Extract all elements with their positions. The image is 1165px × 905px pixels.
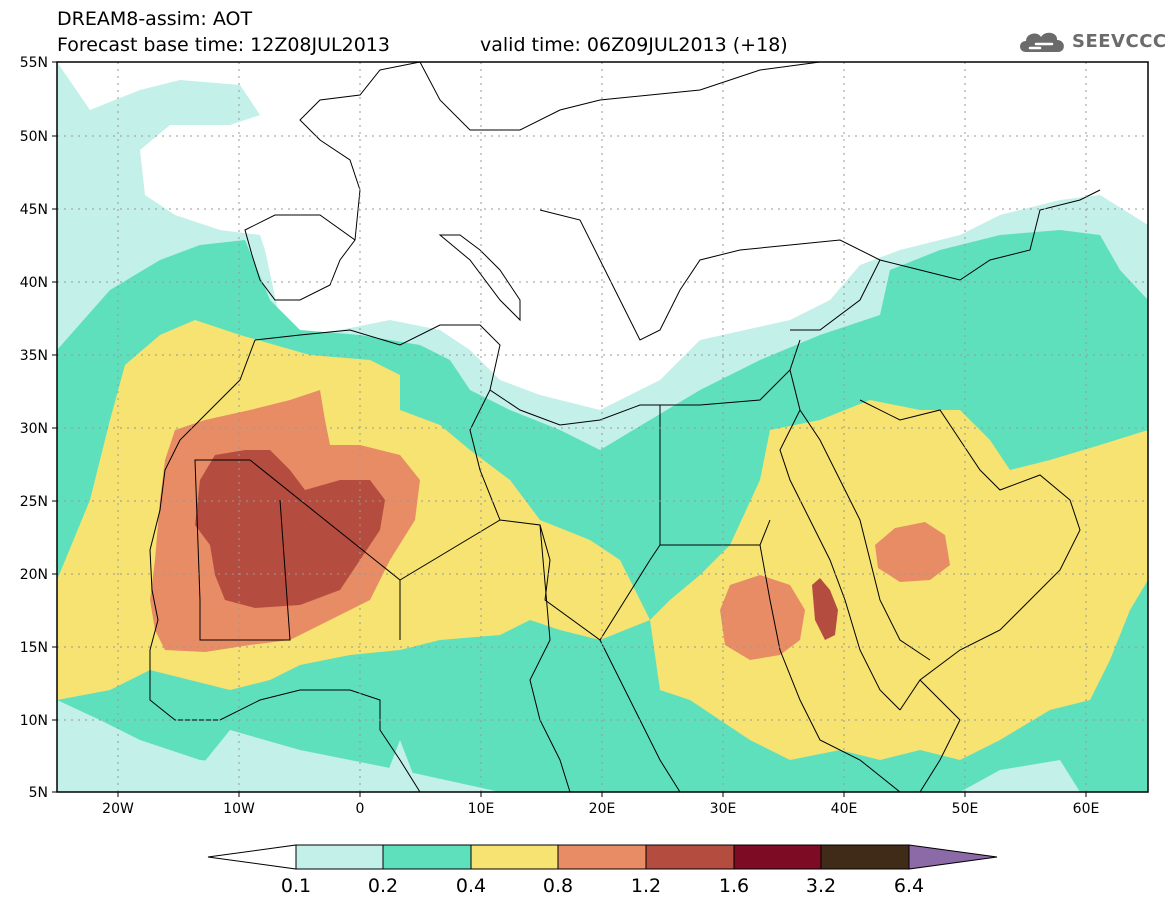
lon-labels: 20W 10W 0 10E 20E 30E 40E 50E 60E [102,801,1099,817]
coastlines-borders [149,62,1101,792]
lon-label: 60E [1073,801,1100,817]
lon-label: 20W [102,801,134,817]
lon-label: 20E [589,801,616,817]
lon-label: 0 [356,801,365,817]
lon-label: 10E [468,801,495,817]
colorbar-upper-arrow [908,844,998,870]
lat-label: 5N [29,785,48,801]
lat-label: 50N [20,129,48,145]
seevccc-logo: SEEVCCC [1016,26,1165,56]
colorbar-label: 3.2 [806,875,836,897]
colorbar-swatch [470,844,559,870]
colorbar-label: 0.8 [543,875,573,897]
colorbar-swatch [557,844,647,870]
colorbar-label: 6.4 [894,875,924,897]
colorbar-lower-arrow [207,844,297,870]
colorbar-swatch [820,844,910,870]
colorbar-label: 0.4 [456,875,486,897]
cloud-icon [1020,32,1064,52]
lon-label: 10W [223,801,255,817]
colorbar [207,844,998,870]
colorbar-swatch [645,844,735,870]
lat-label: 45N [20,202,48,218]
lat-label: 20N [20,567,48,583]
chart-title: DREAM8-assim: AOT [57,8,253,30]
gridlines [57,62,1148,792]
tick-marks [52,61,1087,797]
lat-labels: 55N 50N 45N 40N 35N 30N 25N 20N 15N 10N … [20,55,48,801]
lat-label: 15N [20,640,48,656]
colorbar-swatch [382,844,472,870]
lat-label: 25N [20,494,48,510]
colorbar-swatch [733,844,822,870]
lon-label: 50E [952,801,979,817]
colorbar-swatch [295,844,384,870]
colorbar-labels: 0.1 0.2 0.4 0.8 1.2 1.6 3.2 6.4 [281,875,924,897]
lon-label: 40E [831,801,858,817]
lat-label: 40N [20,275,48,291]
colorbar-label: 0.2 [368,875,398,897]
colorbar-label: 0.1 [281,875,311,897]
lat-label: 55N [20,55,48,71]
colorbar-label: 1.2 [631,875,661,897]
lon-label: 30E [710,801,737,817]
lat-label: 35N [20,348,48,364]
colorbar-label: 1.6 [719,875,749,897]
valid-time: valid time: 06Z09JUL2013 (+18) [480,34,788,56]
logo-text: SEEVCCC [1072,30,1165,52]
lat-label: 10N [20,713,48,729]
forecast-base-time: Forecast base time: 12Z08JUL2013 [57,34,390,56]
lat-label: 30N [20,421,48,437]
aot-level-1.2 [195,450,838,640]
